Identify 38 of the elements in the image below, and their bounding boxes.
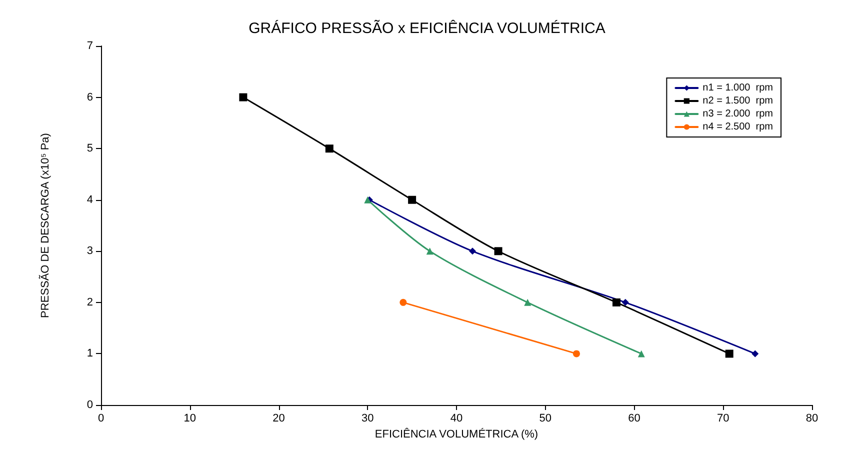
y-tick-label: 2 bbox=[86, 296, 93, 308]
point bbox=[572, 350, 580, 358]
y-tick-label: 1 bbox=[86, 348, 93, 360]
legend-label: n1 = 1.000 rpm bbox=[702, 82, 774, 94]
x-tick-label: 70 bbox=[717, 412, 730, 424]
y-tick-label: 3 bbox=[86, 245, 93, 258]
point bbox=[752, 350, 759, 358]
point bbox=[612, 298, 620, 306]
y-tick-label: 4 bbox=[86, 194, 93, 206]
point bbox=[638, 350, 645, 358]
x-tick-label: 40 bbox=[450, 412, 463, 424]
point bbox=[494, 247, 502, 256]
point bbox=[325, 144, 334, 153]
legend-label: n4 = 2.500 rpm bbox=[702, 122, 774, 132]
x-tick-label: 10 bbox=[184, 412, 196, 424]
legend-label: n3 = 2.000 rpm bbox=[702, 108, 774, 120]
point bbox=[426, 248, 434, 255]
x-axis-title: EFICIÊNCIA VOLUMÉTRICA (%) bbox=[374, 428, 538, 440]
point bbox=[239, 93, 248, 102]
y-axis-title: PRESSÃO DE DESCARGA (x10⁵ Pa) bbox=[38, 133, 52, 318]
point bbox=[408, 196, 416, 204]
chart-title: GRÁFICO PRESSÃO x EFICIÊNCIA VOLUMÉTRICA bbox=[248, 19, 606, 37]
y-tick-label: 7 bbox=[86, 40, 93, 52]
point bbox=[524, 298, 532, 306]
y-tick-label: 5 bbox=[86, 142, 93, 155]
point bbox=[622, 298, 629, 306]
y-tick-label: 0 bbox=[86, 399, 93, 411]
x-tick-label: 50 bbox=[539, 412, 552, 424]
y-tick-label: 6 bbox=[86, 91, 93, 104]
x-tick-label: 60 bbox=[628, 412, 640, 424]
x-tick-label: 0 bbox=[98, 412, 104, 424]
point bbox=[468, 248, 476, 255]
legend-label: n2 = 1.500 rpm bbox=[702, 96, 774, 106]
point bbox=[725, 350, 734, 358]
point bbox=[400, 298, 407, 306]
x-tick-label: 80 bbox=[806, 412, 818, 424]
x-tick-label: 30 bbox=[362, 412, 374, 424]
x-tick-label: 20 bbox=[272, 412, 285, 424]
